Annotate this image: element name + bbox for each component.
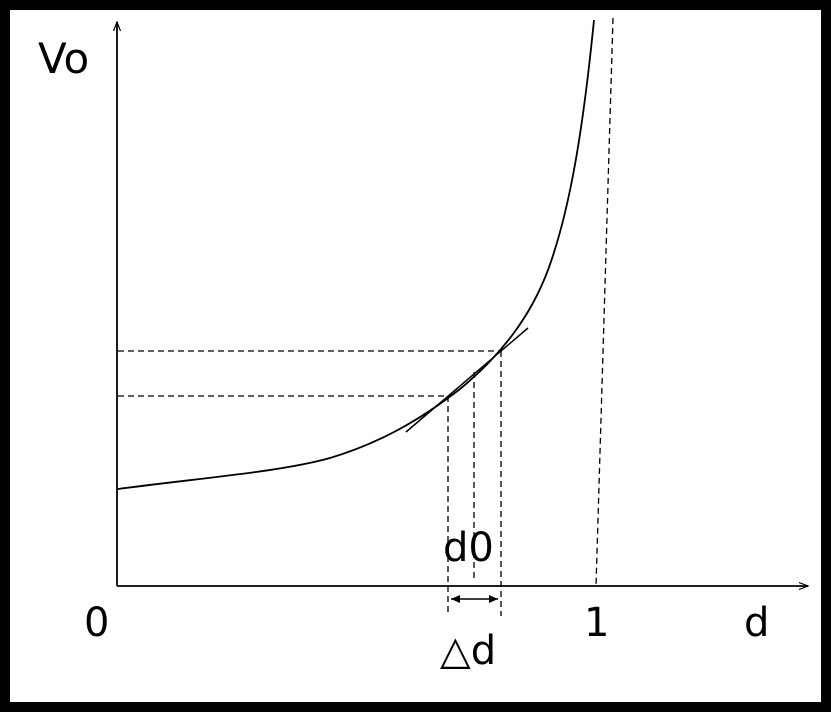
- origin-label: 0: [84, 600, 109, 646]
- delta-d-label: △d: [440, 628, 496, 674]
- one-label: 1: [584, 600, 609, 646]
- x-axis-label: d: [744, 600, 769, 646]
- tangent-line: [405, 327, 529, 433]
- vo-curve: [117, 19, 595, 490]
- asymptote-dash: [595, 17, 614, 587]
- d0-label: d0: [443, 525, 494, 571]
- y-axis-label: Vo: [38, 34, 89, 83]
